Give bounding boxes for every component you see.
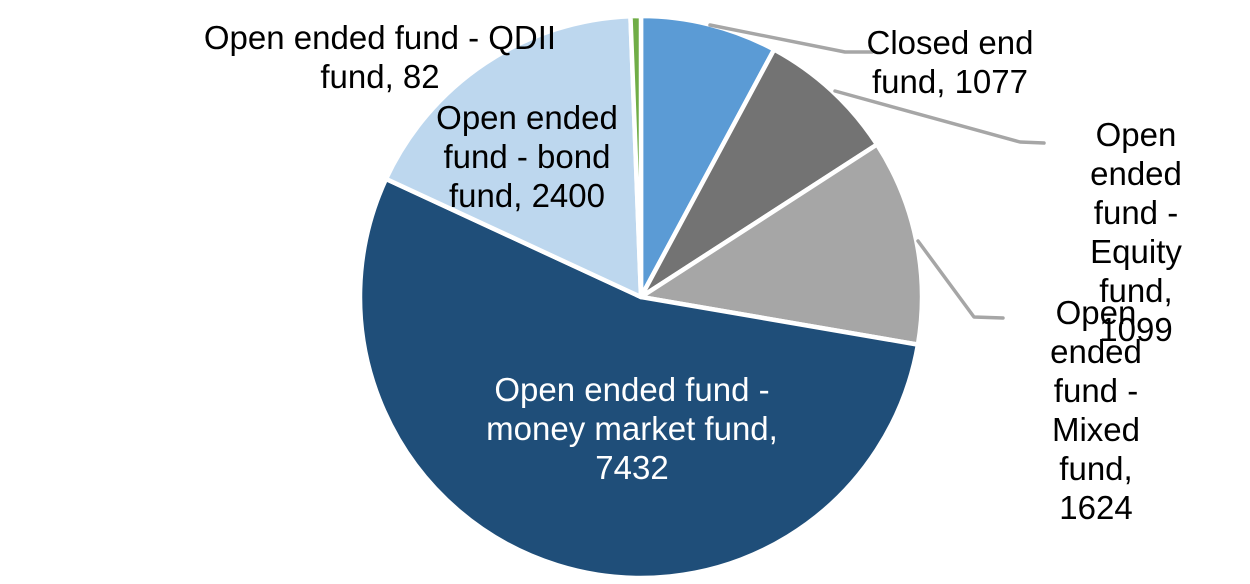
data-label-closed-end-fund: Closed end fund, 1077: [866, 24, 1034, 100]
data-label-open-ended-fund-money-market-fund: Open ended fund - money market fund, 743…: [486, 371, 778, 486]
data-label-open-ended-fund-qdii-fund: Open ended fund - QDII fund, 82: [203, 19, 557, 95]
pie-slice-open-ended-fund-money-market-fund: [357, 176, 921, 581]
data-label-open-ended-fund-equity-fund: Open ended fund - Equity fund, 1099: [1090, 116, 1182, 348]
leader-line-open-ended-fund-equity-fund: [833, 89, 1046, 145]
pie-slice-open-ended-fund-bond-fund: [383, 13, 644, 300]
pie-slice-open-ended-fund-equity-fund: [638, 47, 880, 300]
data-label-open-ended-fund-mixed-fund: Open ended fund - Mixed fund, 1624: [1050, 294, 1142, 526]
pie-slice-open-ended-fund-mixed-fund: [638, 142, 925, 347]
pie-slice-open-ended-fund-qdii-fund: [628, 13, 644, 300]
leader-line-open-ended-fund-mixed-fund: [916, 239, 1005, 320]
data-label-open-ended-fund-bond-fund: Open ended fund - bond fund, 2400: [436, 99, 618, 214]
leader-line-closed-end-fund: [708, 23, 874, 54]
